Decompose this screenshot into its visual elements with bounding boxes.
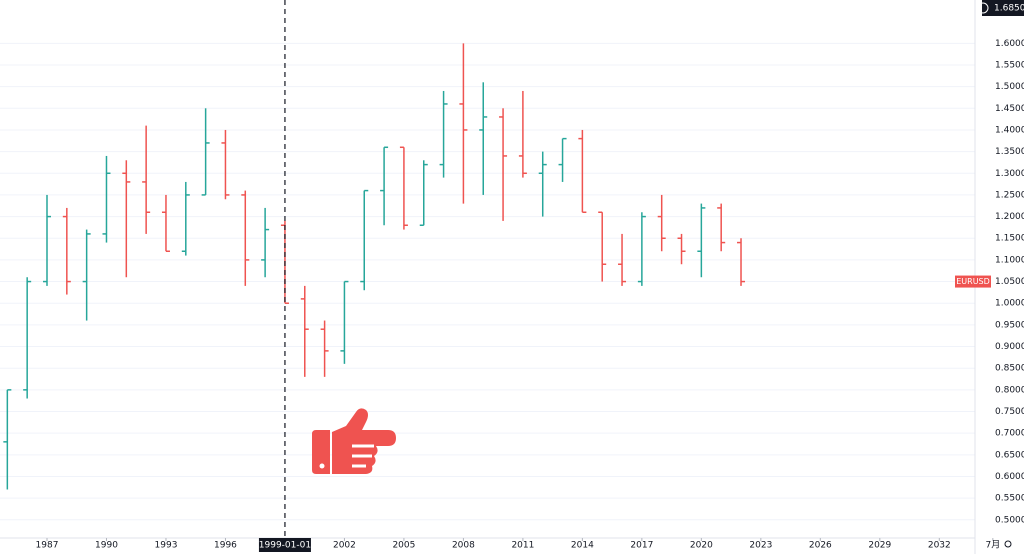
crosshair-price: 1.68503 (994, 4, 1024, 14)
x-tick-label: 2029 (868, 541, 891, 551)
settings-button[interactable] (1004, 540, 1012, 548)
crosshair-date: 1999-01-01 (259, 541, 311, 551)
x-tick-label: 2002 (333, 541, 356, 551)
y-tick-label: 1.10000 (995, 255, 1024, 265)
y-tick-label: 1.30000 (995, 169, 1024, 179)
x-tick-label: 1990 (95, 541, 118, 551)
x-tick-label: 2032 (928, 541, 951, 551)
symbol-tag-box (955, 275, 991, 288)
y-tick-label: 1.20000 (995, 212, 1024, 222)
crosshair-date-box (258, 538, 311, 552)
x-tick-label: 1987 (36, 541, 59, 551)
x-tick-label: 2005 (392, 541, 415, 551)
x-tick-label: 2014 (571, 541, 594, 551)
y-tick-label: 1.25000 (995, 190, 1024, 200)
y-tick-label: 1.05000 (995, 277, 1024, 287)
x-tick-label: 2017 (630, 541, 653, 551)
plus-button[interactable] (977, 2, 989, 14)
x-tick-label: 2020 (690, 541, 713, 551)
y-tick-label: 1.35000 (995, 147, 1024, 157)
y-tick-label: 1.15000 (995, 234, 1024, 244)
y-tick-label: 1.45000 (995, 104, 1024, 114)
x-tick-label: 2011 (511, 541, 534, 551)
symbol-tag: EURUSD (956, 277, 990, 286)
y-tick-label: 1.40000 (995, 125, 1024, 135)
x-tick-label: 2026 (809, 541, 832, 551)
x-tick-label: 7月 (985, 540, 1000, 551)
crosshair-price-box (982, 0, 1024, 16)
pointing-hand (312, 408, 396, 474)
x-tick-label: 1996 (214, 541, 237, 551)
y-tick-label: 1.00000 (995, 299, 1024, 309)
x-tick-label: 2008 (452, 541, 475, 551)
x-tick-label: 1993 (155, 541, 178, 551)
y-tick-label: 0.95000 (995, 320, 1024, 330)
x-tick-label: 2023 (749, 541, 772, 551)
